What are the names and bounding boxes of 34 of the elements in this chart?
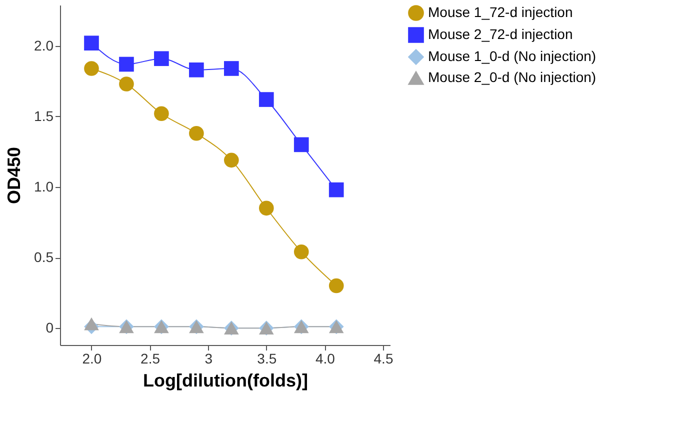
point [84,317,99,330]
y-tick-label: 2.0 [34,37,54,54]
x-tick-label: 2.0 [82,350,102,366]
point [84,36,99,51]
point [294,137,309,152]
legend-label: Mouse 1_0-d (No injection) [428,48,596,64]
point [119,76,134,92]
legend-label: Mouse 2_72-d injection [428,26,573,42]
point [189,126,204,141]
point [189,62,204,78]
y-axis-title: OD450 [4,146,24,204]
x-axis-title: Log[dilution(folds)] [143,370,308,390]
x-tick-label: 3 [204,350,213,366]
point [224,61,239,76]
y-tick-label: 0 [46,320,54,336]
x-tick-label: 4.5 [374,350,394,366]
y-tick-label: 1.5 [34,108,54,124]
point [154,51,169,66]
legend-label: Mouse 2_0-d (No injection) [428,69,596,85]
y-tick-label: 0.5 [34,249,54,266]
legend-label: Mouse 1_72-d injection [428,4,573,20]
point [119,56,134,72]
x-tick-label: 2.5 [140,350,160,366]
point [84,61,99,76]
point [328,278,344,294]
x-tick-label: 4.0 [315,350,336,366]
point [258,92,274,107]
x-tick-label: 3.5 [257,350,277,366]
point [258,200,274,216]
y-tick-label: 1.0 [34,178,54,194]
point [154,106,169,122]
point [224,152,239,168]
point [328,182,344,198]
point [294,244,309,260]
